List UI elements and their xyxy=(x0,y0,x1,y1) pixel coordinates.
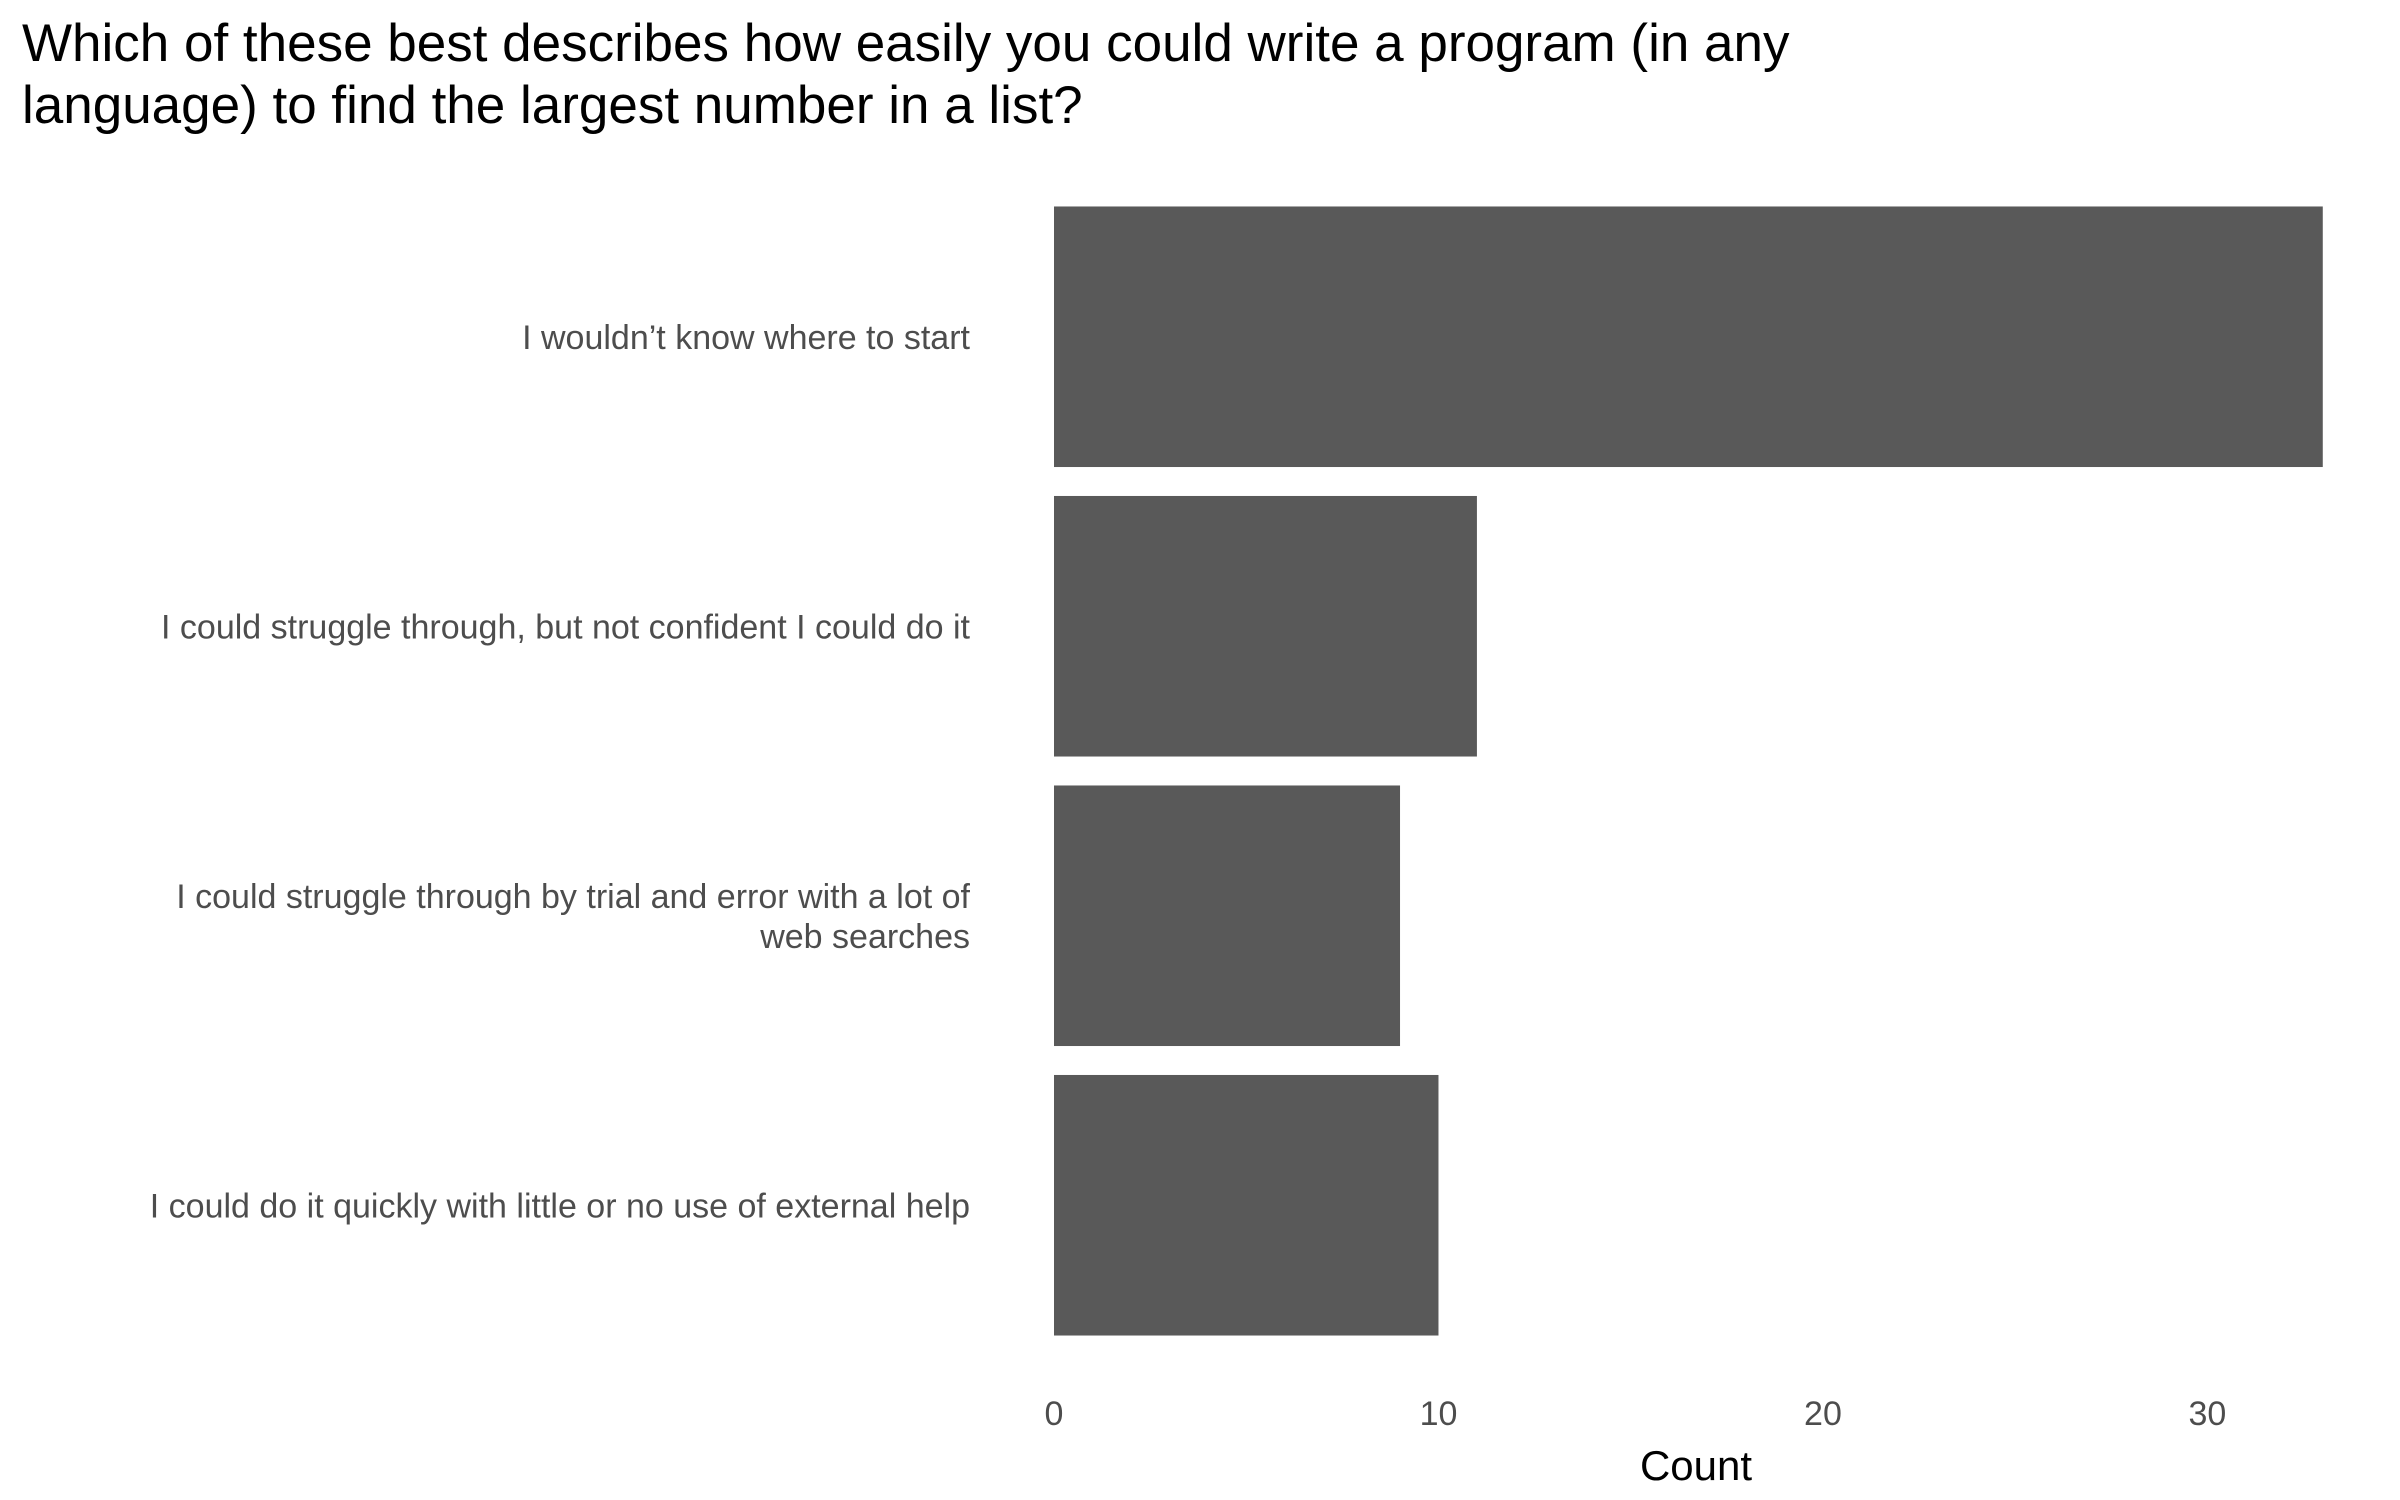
bar-1 xyxy=(1054,495,1477,757)
category-label-3-line-0: I could do it quickly with little or no … xyxy=(150,1187,970,1225)
category-labels: I wouldn’t know where to start I could st… xyxy=(150,319,971,1226)
x-axis-ticks: 0 10 20 30 xyxy=(1045,1395,2227,1433)
category-label-2: I could struggle through by trial and er… xyxy=(176,878,970,956)
x-tick-label-0: 0 xyxy=(1045,1395,1064,1433)
x-tick-label-2: 20 xyxy=(1804,1395,1842,1433)
category-label-1: I could struggle through, but not confid… xyxy=(161,608,971,646)
category-label-0-line-0: I wouldn’t know where to start xyxy=(522,319,970,357)
bar-2 xyxy=(1054,785,1401,1047)
chart-title: Which of these best describes how easily… xyxy=(22,14,1790,135)
bar-3 xyxy=(1054,1074,1439,1336)
bars-group xyxy=(1054,206,2323,1336)
chart-title-line-1: Which of these best describes how easily… xyxy=(22,14,1790,73)
category-label-0: I wouldn’t know where to start xyxy=(522,319,970,357)
x-tick-label-3: 30 xyxy=(2189,1395,2227,1433)
bar-0 xyxy=(1054,206,2323,468)
x-axis-title: Count xyxy=(1640,1442,1752,1489)
x-tick-label-1: 10 xyxy=(1420,1395,1458,1433)
category-label-3: I could do it quickly with little or no … xyxy=(150,1187,970,1225)
category-label-2-line-0: I could struggle through by trial and er… xyxy=(176,878,970,916)
category-label-1-line-0: I could struggle through, but not confid… xyxy=(161,608,971,646)
category-label-2-line-1: web searches xyxy=(759,918,970,956)
chart-title-line-2: language) to find the largest number in … xyxy=(22,76,1083,135)
